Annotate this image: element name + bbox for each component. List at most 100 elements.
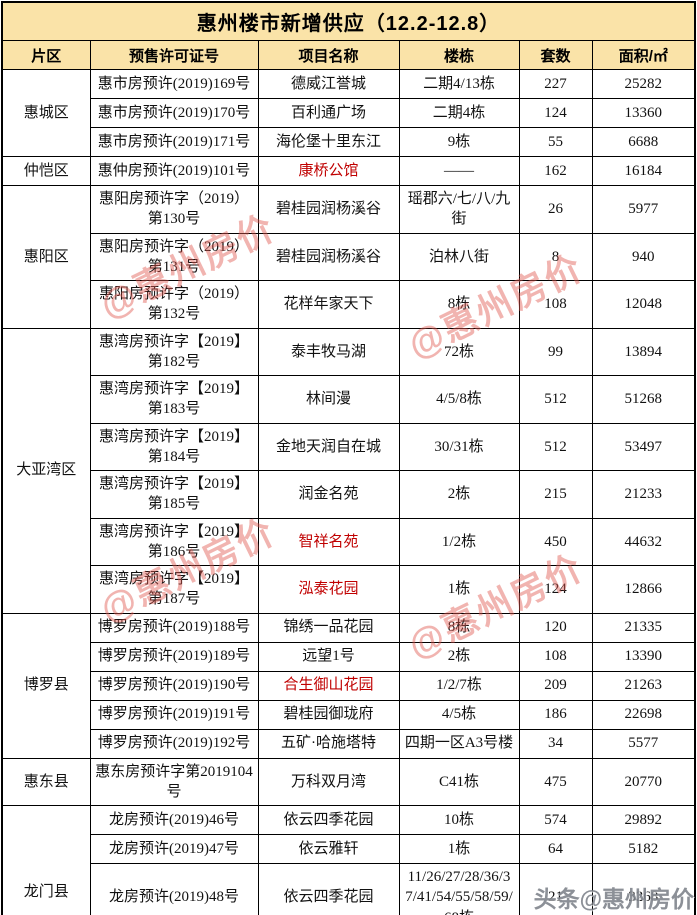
permit-cell: 惠湾房预许字【2019】第182号: [89, 327, 259, 376]
project-cell: 金地天润自在城: [257, 422, 400, 471]
title-row: 惠州楼市新增供应（12.2-12.8）: [1, 1, 696, 41]
column-header-building: 楼栋: [398, 40, 520, 70]
area-cell: 21335: [591, 612, 696, 643]
area-cell: 51268: [591, 375, 696, 424]
permit-cell: 龙房预许(2019)48号: [89, 863, 259, 915]
table-row: 惠东县 惠东房预许字第2019104号 万科双月湾 C41栋 475 20770: [1, 757, 696, 806]
project-cell: 润金名苑: [257, 470, 400, 519]
permit-cell: 惠阳房预许字（2019）第132号: [89, 280, 259, 329]
table-row: 博罗房预许(2019)189号 远望1号 2栋 108 13390: [2, 641, 696, 672]
area-cell: 25282: [591, 69, 696, 99]
permit-cell: 博罗房预许(2019)192号: [89, 728, 259, 759]
building-cell: 8栋: [398, 612, 520, 643]
units-cell: 162: [518, 156, 593, 186]
table-body: 惠城区 惠市房预许(2019)169号 德威江誉城 二期4/13栋 227 25282 惠市…: [1, 69, 696, 915]
area-cell: 44632: [591, 517, 696, 566]
area-cell: 21263: [591, 670, 696, 701]
area-cell: 5977: [591, 185, 696, 234]
table-row: 惠湾房预许字【2019】第186号 智祥名苑 1/2栋 450 44632: [2, 517, 696, 566]
project-cell: 远望1号: [257, 641, 400, 672]
table-row: 惠阳房预许字（2019）第132号 花样年家天下 8栋 108 12048: [2, 280, 696, 329]
page-title: 惠州楼市新增供应（12.2-12.8）: [1, 1, 696, 41]
building-cell: 1栋: [398, 565, 520, 614]
units-cell: 108: [518, 641, 593, 672]
permit-cell: 博罗房预许(2019)190号: [89, 670, 259, 701]
area-cell: 13360: [591, 98, 696, 128]
units-cell: 26: [518, 185, 593, 234]
building-cell: 瑶郡六/七/八/九街: [398, 185, 520, 234]
table-row: 惠湾房预许字【2019】第183号 林间漫 4/5/8栋 512 51268: [2, 375, 696, 424]
table-row: 惠城区 惠市房预许(2019)169号 德威江誉城 二期4/13栋 227 25282: [1, 69, 696, 157]
permit-cell: 惠阳房预许字（2019）第130号: [89, 185, 259, 234]
building-cell: ——: [398, 156, 520, 186]
units-cell: 8: [518, 232, 593, 281]
column-header-permit: 预售许可证号: [89, 40, 259, 70]
area-cell: 16184: [591, 156, 696, 186]
permit-cell: 惠湾房预许字【2019】第183号: [89, 375, 259, 424]
project-cell: 康桥公馆: [257, 156, 400, 186]
area-cell: 13894: [591, 327, 696, 376]
table-row: 龙房预许(2019)47号 依云雅轩 1栋 64 5182: [2, 834, 696, 864]
units-cell: 99: [518, 327, 593, 376]
building-cell: 2栋: [398, 641, 520, 672]
project-cell: 智祥名苑: [257, 517, 400, 566]
permit-cell: 龙房预许(2019)47号: [89, 834, 259, 864]
building-cell: 72栋: [398, 327, 520, 376]
area-cell: 20770: [591, 757, 696, 806]
building-cell: 9栋: [398, 127, 520, 157]
building-cell: 30/31栋: [398, 422, 520, 471]
table-row: 惠阳区 惠阳房预许字（2019）第130号 碧桂园润杨溪谷 瑶郡六/七/八/九街 26 5…: [1, 185, 696, 329]
building-cell: 1/2/7栋: [398, 670, 520, 701]
district-cell: 惠东县: [1, 757, 91, 806]
area-cell: 12048: [591, 280, 696, 329]
area-cell: 53497: [591, 422, 696, 471]
units-cell: 64: [518, 834, 593, 864]
column-header-district: 片区: [1, 40, 91, 70]
area-cell: 29892: [591, 805, 696, 835]
table-row: 大亚湾区 惠湾房预许字【2019】第182号 泰丰牧马湖 72栋 99 13894: [1, 327, 696, 614]
permit-cell: 惠市房预许(2019)170号: [89, 98, 259, 128]
area-cell: 5182: [591, 834, 696, 864]
building-cell: 泊林八街: [398, 232, 520, 281]
permit-cell: 博罗房预许(2019)191号: [89, 699, 259, 730]
district-cell: 龙门县: [1, 804, 91, 915]
units-cell: 512: [518, 422, 593, 471]
project-cell: 依云四季花园: [257, 863, 400, 915]
area-cell: 5577: [591, 728, 696, 759]
building-cell: 11/26/27/28/36/37/41/54/55/58/59/68栋: [398, 863, 520, 915]
units-cell: 120: [518, 612, 593, 643]
units-cell: 574: [518, 805, 593, 835]
project-cell: 碧桂园御珑府: [257, 699, 400, 730]
permit-cell: 惠湾房预许字【2019】第184号: [89, 422, 259, 471]
project-cell: 合生御山花园: [257, 670, 400, 701]
building-cell: 四期一区A3号楼: [398, 728, 520, 759]
district-cell: 博罗县: [1, 612, 91, 759]
units-cell: 34: [518, 728, 593, 759]
area-cell: 22698: [591, 699, 696, 730]
building-cell: 二期4栋: [398, 98, 520, 128]
column-header-area: 面积/㎡: [591, 40, 696, 70]
building-cell: 8栋: [398, 280, 520, 329]
project-cell: 万科双月湾: [257, 757, 400, 806]
units-cell: 55: [518, 127, 593, 157]
project-cell: 花样年家天下: [257, 280, 400, 329]
table-row: 博罗县 博罗房预许(2019)188号 锦绣一品花园 8栋 120 21335: [1, 612, 696, 759]
area-cell: 13390: [591, 641, 696, 672]
table-row: 惠湾房预许字【2019】第185号 润金名苑 2栋 215 21233: [2, 470, 696, 519]
units-cell: 450: [518, 517, 593, 566]
units-cell: 209: [518, 670, 593, 701]
building-cell: 2栋: [398, 470, 520, 519]
permit-cell: 博罗房预许(2019)189号: [89, 641, 259, 672]
permit-cell: 惠湾房预许字【2019】第186号: [89, 517, 259, 566]
units-cell: 108: [518, 280, 593, 329]
building-cell: 10栋: [398, 805, 520, 835]
building-cell: C41栋: [398, 757, 520, 806]
project-cell: 海伦堡十里东江: [257, 127, 400, 157]
district-cell: 惠城区: [1, 69, 91, 157]
project-cell: 德威江誉城: [257, 69, 400, 99]
units-cell: 512: [518, 375, 593, 424]
project-cell: 泓泰花园: [257, 565, 400, 614]
project-cell: 五矿·哈施塔特: [257, 728, 400, 759]
